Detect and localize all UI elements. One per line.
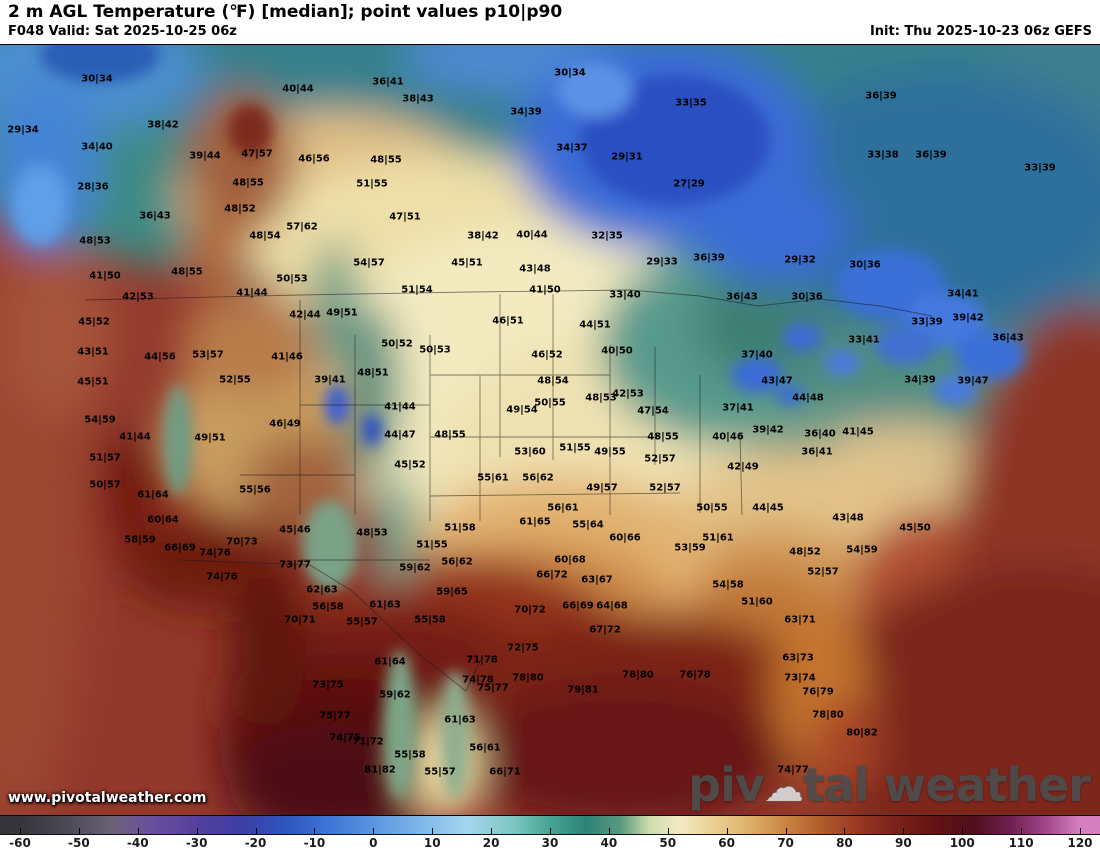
colorbar-tick-label: 80 xyxy=(836,836,853,850)
colorbar-tick-mark xyxy=(903,828,905,834)
temperature-colorbar: -60 -50 -40 -30 -20 -10 0 10 20 30 40 50 60 70 80 90 100… xyxy=(0,815,1100,850)
colorbar-tick-mark xyxy=(196,828,198,834)
geo-borders xyxy=(84,289,933,692)
watermark-url: www.pivotalweather.com xyxy=(8,790,207,806)
logo-text-left: piv xyxy=(688,758,765,812)
colorbar-tick-label: -50 xyxy=(68,836,90,850)
colorbar-tick-label: 50 xyxy=(659,836,677,850)
temperature-details xyxy=(12,45,1025,800)
colorbar-tick-mark xyxy=(20,828,21,834)
colorbar-tick-mark xyxy=(667,828,669,834)
map-area xyxy=(0,45,1100,815)
colorbar-tick-mark xyxy=(726,828,728,834)
colorbar-tick-mark xyxy=(785,828,787,834)
colorbar-tick-label: 100 xyxy=(949,836,975,850)
colorbar-tick-mark xyxy=(373,828,375,834)
colorbar-tick-mark xyxy=(314,828,316,834)
colorbar-tick-label: 40 xyxy=(600,836,618,850)
colorbar-tick-mark xyxy=(255,828,257,834)
colorbar-tick-label: 120 xyxy=(1067,836,1093,850)
temperature-blobs xyxy=(0,45,1100,815)
colorbar-tick-label: 30 xyxy=(541,836,559,850)
meta-row: F048 Valid: Sat 2025-10-25 06z Init: Thu… xyxy=(8,24,1092,40)
colorbar-tick-mark xyxy=(1080,828,1081,834)
colorbar-tick-mark xyxy=(1021,828,1023,834)
colorbar-tick-label: -30 xyxy=(185,836,208,850)
temperature-field xyxy=(0,45,1100,815)
colorbar-tick-label: -40 xyxy=(126,836,149,850)
colorbar-tick-label: 110 xyxy=(1008,836,1034,850)
colorbar-tick-label: 0 xyxy=(369,836,378,850)
colorbar-tick-mark xyxy=(844,828,846,834)
colorbar-tick-label: -20 xyxy=(244,836,267,850)
colorbar-tick-mark xyxy=(550,828,551,834)
colorbar-tick-mark xyxy=(78,828,80,834)
pivotal-weather-logo: piv☁tal weather xyxy=(688,762,1091,811)
header: 2 m AGL Temperature (℉) [median]; point … xyxy=(0,0,1100,45)
colorbar-tick-label: 20 xyxy=(482,836,500,850)
logo-text-right: tal weather xyxy=(802,758,1091,812)
colorbar-tick-mark xyxy=(608,828,610,834)
init-time-label: Init: Thu 2025-10-23 06z GEFS xyxy=(869,24,1092,39)
colorbar-tick-label: 60 xyxy=(718,836,736,850)
colorbar-tick-mark xyxy=(962,828,964,834)
colorbar-tick-mark xyxy=(491,828,493,834)
colorbar-tick-label: 10 xyxy=(423,836,441,850)
colorbar-tick-label: 90 xyxy=(894,836,912,850)
colorbar-tick-label: -10 xyxy=(303,836,326,850)
valid-time-label: F048 Valid: Sat 2025-10-25 06z xyxy=(8,24,237,39)
cloud-icon: ☁ xyxy=(763,765,804,811)
colorbar-tick-mark xyxy=(432,828,434,834)
colorbar-tick-label: -60 xyxy=(9,836,31,850)
colorbar-tick-mark xyxy=(137,828,139,834)
page-title: 2 m AGL Temperature (℉) [median]; point … xyxy=(8,2,563,22)
colorbar-tick-label: 70 xyxy=(777,836,794,850)
colorbar-gradient xyxy=(0,815,1100,835)
